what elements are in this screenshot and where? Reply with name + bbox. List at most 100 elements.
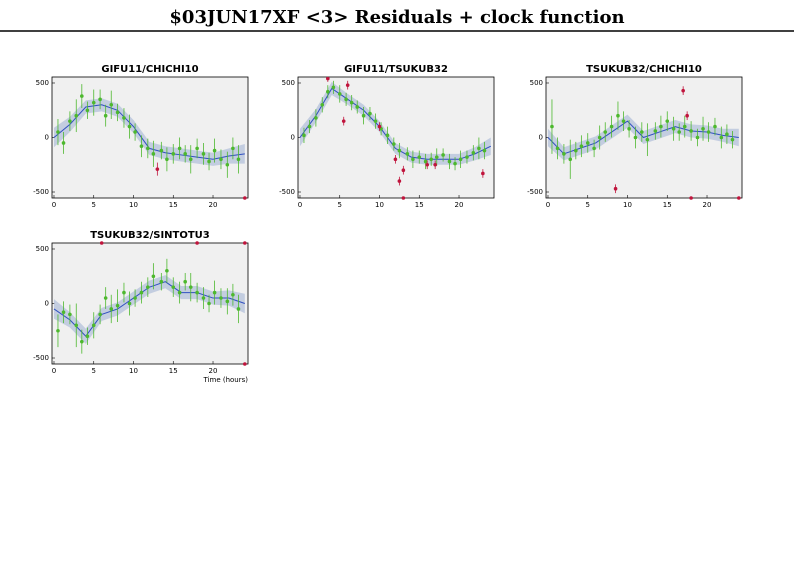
residual-point <box>201 152 206 156</box>
x-tick-label: 0 <box>298 201 302 209</box>
x-tick-label: 10 <box>623 201 632 209</box>
residual-point <box>307 124 312 129</box>
residual-point <box>133 296 137 300</box>
residual-point <box>91 100 96 105</box>
x-tick-label: 0 <box>52 201 56 209</box>
residual-point <box>689 129 693 133</box>
residual-point <box>425 162 430 167</box>
residual-point <box>236 307 241 311</box>
residual-point <box>433 162 437 167</box>
residual-point <box>633 135 638 140</box>
residual-point <box>188 157 193 162</box>
residual-point <box>56 130 60 134</box>
residual-point <box>481 171 485 176</box>
residual-point <box>361 113 366 118</box>
residual-point <box>243 362 247 366</box>
residual-point <box>447 159 452 164</box>
residual-point <box>225 162 230 167</box>
residual-point <box>393 157 398 162</box>
residual-point <box>159 279 164 284</box>
residual-point <box>85 108 90 113</box>
residual-point <box>151 152 156 156</box>
residual-point <box>109 102 114 107</box>
residual-point <box>471 150 476 155</box>
residual-point <box>458 157 463 162</box>
x-tick-label: 15 <box>169 201 178 209</box>
residual-point <box>219 157 223 162</box>
residual-point <box>109 307 114 311</box>
residual-point <box>613 186 618 191</box>
residual-point <box>465 155 469 159</box>
y-tick-label: 500 <box>36 245 49 253</box>
residual-point <box>695 135 700 140</box>
residual-point <box>212 290 217 295</box>
residual-point <box>122 116 126 120</box>
residual-point <box>621 119 626 123</box>
residual-point <box>139 144 144 149</box>
residual-point <box>56 328 60 333</box>
x-tick-label: 20 <box>209 367 218 375</box>
x-tick-label: 15 <box>415 201 424 209</box>
residual-point <box>231 292 235 297</box>
y-tick-label: -500 <box>279 188 295 196</box>
residual-point <box>326 76 330 81</box>
y-tick-label: -500 <box>527 188 543 196</box>
residual-point <box>243 241 247 245</box>
residual-point <box>397 179 402 183</box>
residual-point <box>701 126 705 131</box>
residual-point <box>146 146 150 151</box>
residual-point <box>236 157 241 162</box>
x-tick-label: 15 <box>169 367 178 375</box>
residual-point <box>645 137 650 142</box>
residual-point <box>434 155 439 159</box>
residual-point <box>127 124 132 129</box>
panel-title: TSUKUB32/CHICHI10 <box>586 64 702 75</box>
residual-point <box>207 159 211 164</box>
residual-point <box>155 167 160 171</box>
residual-point <box>725 132 729 137</box>
residual-point <box>355 105 360 109</box>
residual-point <box>165 157 169 162</box>
residual-point <box>671 126 676 131</box>
residual-point <box>411 157 415 162</box>
residual-point <box>482 148 487 153</box>
residual-point <box>609 124 614 129</box>
residual-point <box>385 133 390 138</box>
x-axis-label: Time (hours) <box>203 376 249 384</box>
residual-point <box>627 126 631 131</box>
residual-point <box>231 146 235 151</box>
residual-point <box>730 137 735 142</box>
residual-point <box>243 196 247 200</box>
residual-point <box>326 89 330 94</box>
residual-point <box>165 268 169 273</box>
residual-point <box>80 94 84 98</box>
residual-point <box>665 119 670 123</box>
residual-point <box>574 148 578 153</box>
residual-point <box>212 148 217 153</box>
residual-point <box>201 296 206 300</box>
x-tick-label: 10 <box>129 201 138 209</box>
residual-point <box>441 153 445 157</box>
residual-point <box>659 124 663 129</box>
residual-point <box>320 102 325 107</box>
y-tick-label: 500 <box>36 79 49 87</box>
x-tick-label: 5 <box>92 201 96 209</box>
residual-point <box>171 152 176 156</box>
panel-title: GIFU11/TSUKUB32 <box>344 64 448 75</box>
residual-point <box>91 323 96 328</box>
residual-point <box>429 157 433 162</box>
residual-point <box>653 129 658 133</box>
residual-point <box>685 113 689 118</box>
residual-point <box>314 116 318 120</box>
residual-point <box>737 196 741 200</box>
residual-point <box>188 285 193 289</box>
residual-point <box>98 97 102 102</box>
residual-point <box>331 85 336 90</box>
residual-point <box>80 339 84 344</box>
residual-point <box>550 124 554 129</box>
residual-point <box>151 274 156 279</box>
residual-point <box>159 148 164 153</box>
y-tick-label: 0 <box>539 134 543 142</box>
residual-point <box>103 113 108 118</box>
residual-point <box>85 334 90 339</box>
